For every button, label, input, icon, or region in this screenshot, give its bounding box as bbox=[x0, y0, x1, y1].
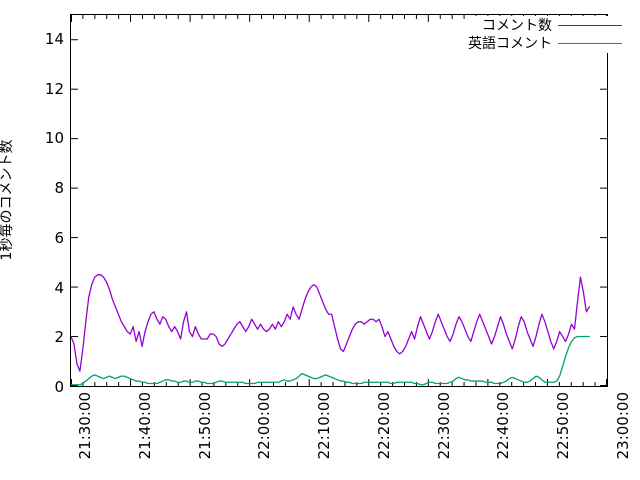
x-tick-label: 22:50:00 bbox=[554, 392, 573, 460]
legend-label: コメント数 bbox=[482, 17, 552, 34]
y-tick-label: 6 bbox=[54, 228, 64, 247]
x-tick-label: 22:00:00 bbox=[255, 392, 274, 460]
y-axis-title: 1秒毎のコメント数 bbox=[0, 139, 15, 261]
y-tick-label: 0 bbox=[54, 378, 64, 396]
y-tick-label: 14 bbox=[44, 29, 64, 48]
legend-color-swatch bbox=[558, 25, 622, 26]
y-tick-label: 4 bbox=[54, 278, 64, 297]
legend-item-1: コメント数 bbox=[482, 17, 622, 34]
x-tick-label: 21:30:00 bbox=[76, 392, 94, 460]
x-axis-tick-labels: 21:30:00 21:40:00 21:50:00 22:00:00 22:10:00… bbox=[0, 392, 640, 480]
x-tick-label: 22:30:00 bbox=[434, 392, 453, 460]
x-tick-label: 21:40:00 bbox=[135, 392, 154, 460]
legend-label: 英語コメント bbox=[468, 35, 552, 52]
legend: コメント数 英語コメント bbox=[466, 16, 624, 53]
x-tick-label: 23:00:00 bbox=[614, 392, 632, 460]
x-tick-label: 21:50:00 bbox=[195, 392, 214, 460]
plot-area bbox=[71, 15, 607, 386]
legend-item-2: 英語コメント bbox=[468, 35, 622, 52]
x-tick-label: 22:10:00 bbox=[315, 392, 334, 460]
y-tick-label: 8 bbox=[54, 179, 64, 198]
y-tick-label: 12 bbox=[44, 79, 64, 98]
legend-color-swatch bbox=[558, 43, 622, 44]
y-tick-label: 2 bbox=[54, 328, 64, 347]
x-tick-label: 22:40:00 bbox=[494, 392, 513, 460]
plot-frame bbox=[70, 14, 608, 387]
y-axis-tick-labels: 0 2 4 6 8 10 12 14 bbox=[0, 14, 64, 396]
y-tick-label: 10 bbox=[44, 129, 64, 148]
series-line-2 bbox=[71, 335, 590, 386]
x-tick-label: 22:20:00 bbox=[374, 392, 393, 460]
series-line-1 bbox=[71, 274, 590, 372]
